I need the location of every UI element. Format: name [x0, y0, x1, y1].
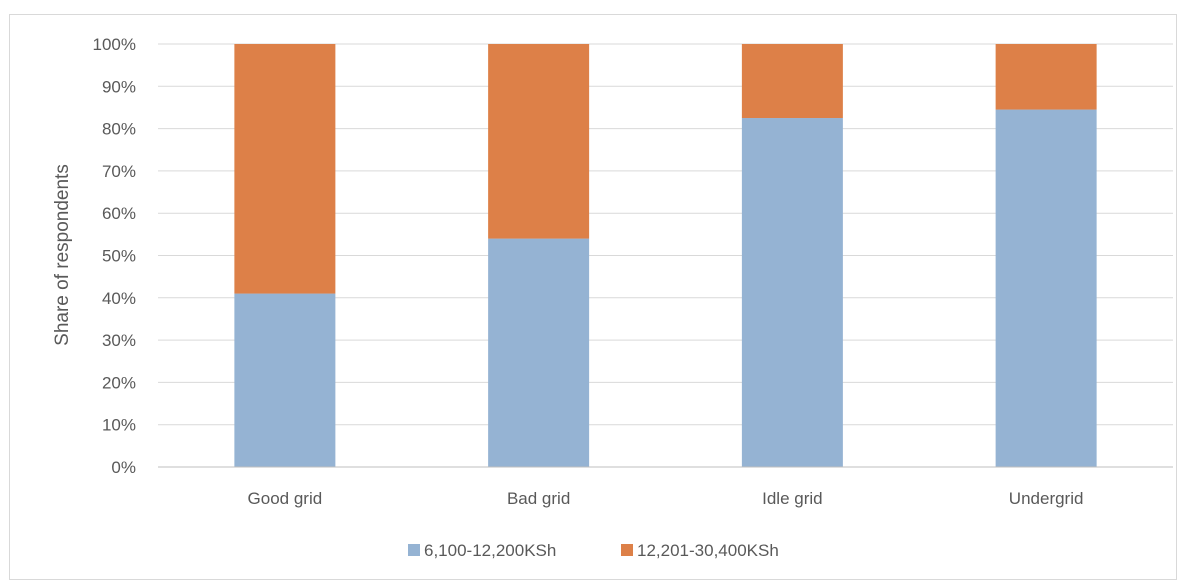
- bar-segment-low-income: [488, 238, 590, 467]
- legend-label: 6,100-12,200KSh: [424, 541, 556, 560]
- y-tick-label: 80%: [102, 120, 136, 139]
- bar-segment-low-income: [741, 118, 843, 468]
- y-axis-title: Share of respondents: [52, 164, 73, 346]
- y-tick-label: 20%: [102, 373, 136, 392]
- bar-segment-low-income: [234, 293, 336, 467]
- legend: 6,100-12,200KSh 12,201-30,400KSh: [408, 541, 779, 560]
- y-tick-label: 60%: [102, 204, 136, 223]
- bars: [234, 44, 1097, 468]
- legend-swatch: [621, 544, 633, 556]
- x-category-label: Good grid: [248, 489, 323, 508]
- chart-frame: [9, 14, 1177, 580]
- bar-segment-high-income: [741, 44, 843, 119]
- y-tick-label: 50%: [102, 247, 136, 266]
- legend-swatch: [408, 544, 420, 556]
- bar-segment-high-income: [995, 44, 1097, 110]
- y-tick-label: 70%: [102, 162, 136, 181]
- bar-segment-low-income: [995, 109, 1097, 467]
- axes: 0% 10% 20% 30% 40% 50% 60% 70% 80% 90% 100% Good gr…: [93, 35, 1173, 508]
- bar-segment-high-income: [488, 44, 590, 239]
- x-category-label: Bad grid: [507, 489, 570, 508]
- y-tick-label: 40%: [102, 289, 136, 308]
- y-tick-label: 0%: [111, 458, 136, 477]
- x-category-label: Undergrid: [1009, 489, 1084, 508]
- x-category-label: Idle grid: [762, 489, 822, 508]
- y-tick-label: 30%: [102, 331, 136, 350]
- y-tick-label: 90%: [102, 77, 136, 96]
- y-tick-label: 100%: [93, 35, 136, 54]
- y-tick-label: 10%: [102, 416, 136, 435]
- legend-label: 12,201-30,400KSh: [637, 541, 779, 560]
- bar-segment-high-income: [234, 44, 336, 294]
